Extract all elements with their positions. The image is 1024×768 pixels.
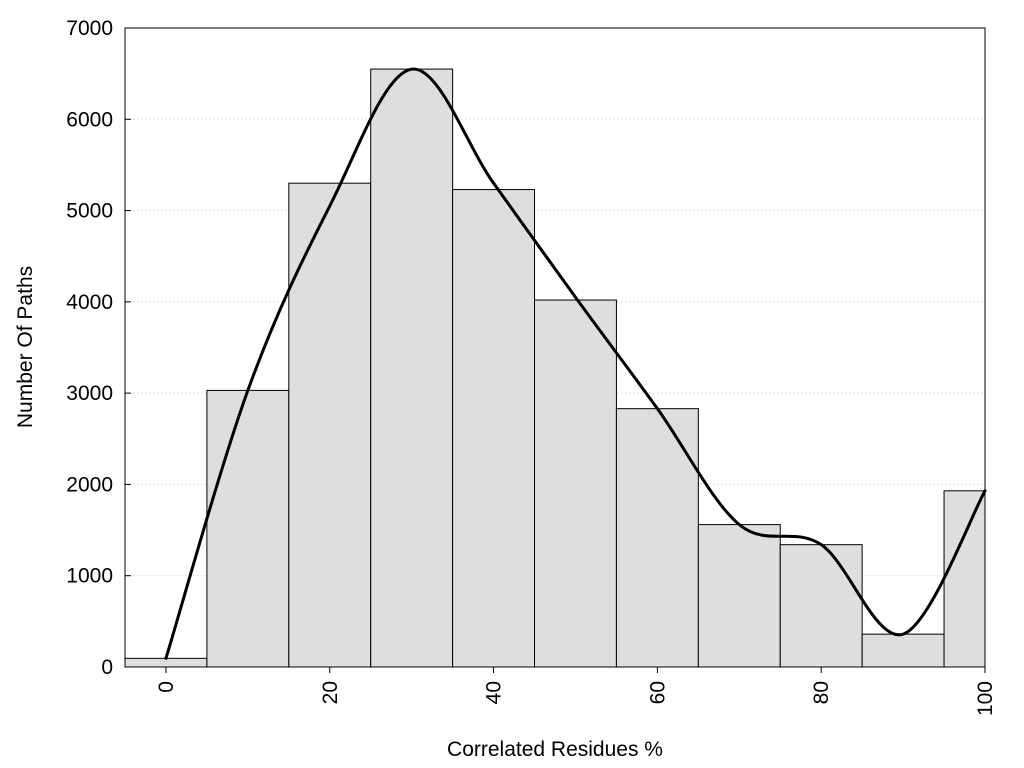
histogram-bar-20: [288, 182, 372, 668]
x-tick-label: 60: [646, 681, 669, 704]
y-axis-ticks: 0 1000 2000 3000 4000 5000 6000 7000: [66, 17, 131, 679]
y-tick-label: 3000: [66, 382, 113, 405]
histogram-bar-30: [370, 68, 454, 668]
histogram-bar-90: [861, 633, 945, 668]
y-tick-label: 7000: [66, 17, 113, 40]
x-axis-title: Correlated Residues %: [447, 738, 663, 761]
smoothed-curve-group: [164, 67, 987, 660]
y-tick-label: 5000: [66, 200, 113, 223]
y-tick-label: 4000: [66, 291, 113, 314]
histogram-bars: [124, 68, 986, 668]
x-tick-label: 40: [483, 681, 506, 704]
histogram-bar-10: [206, 389, 290, 668]
y-tick-label: 0: [101, 656, 113, 679]
y-tick-label: 2000: [66, 473, 113, 496]
x-tick-label: 0: [155, 681, 178, 693]
y-tick-label: 6000: [66, 108, 113, 131]
y-axis-title: Number Of Paths: [14, 266, 37, 428]
histogram-bar-60: [615, 408, 699, 668]
x-tick-label: 20: [319, 681, 342, 704]
y-tick-label: 1000: [66, 565, 113, 588]
histogram-bar-80: [779, 544, 863, 668]
plot-frame: [124, 27, 986, 668]
histogram-bar-50: [534, 299, 617, 668]
smoothed-curve-line: [164, 67, 987, 660]
x-axis-ticks: 0 20 40 60 80 100: [155, 667, 997, 716]
x-tick-label: 80: [810, 681, 833, 704]
histogram-bar-100: [943, 490, 986, 668]
histogram-bar-70: [697, 524, 781, 668]
histogram-bar-40: [452, 189, 536, 668]
x-tick-label: 100: [974, 681, 997, 716]
